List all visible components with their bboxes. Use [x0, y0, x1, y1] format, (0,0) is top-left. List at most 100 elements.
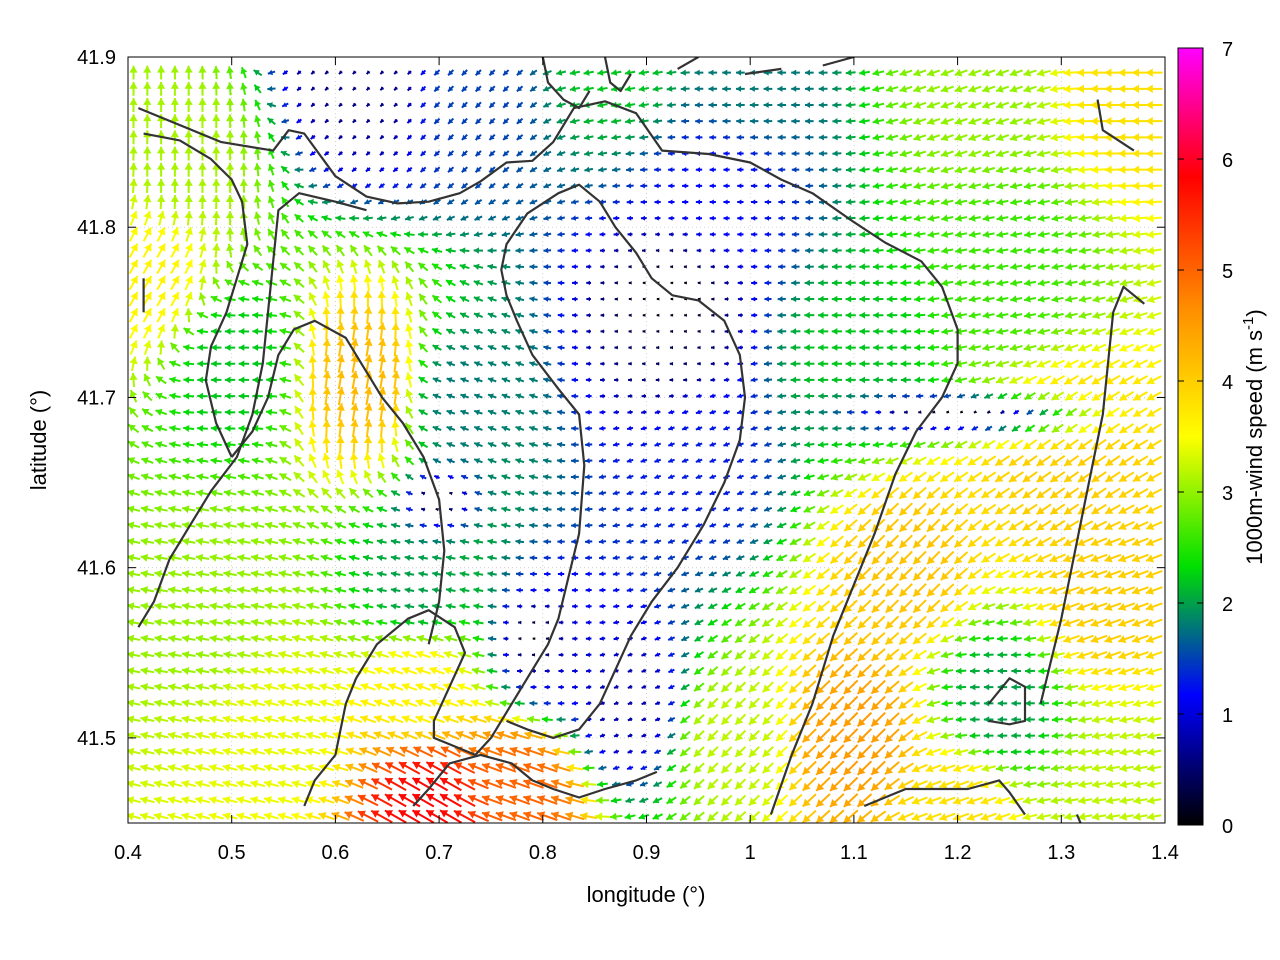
- wind-vector: [140, 763, 155, 773]
- wind-vector: [509, 778, 531, 789]
- wind-vector: [599, 716, 606, 722]
- wind-vector: [277, 812, 293, 821]
- wind-vector: [925, 812, 942, 821]
- wind-vector: [467, 794, 490, 806]
- wind-vector: [652, 813, 664, 820]
- wind-vector: [1064, 699, 1078, 708]
- wind-vector: [856, 679, 873, 695]
- wind-vector: [788, 712, 803, 727]
- y-tick-label: 41.6: [77, 558, 116, 580]
- wind-vector: [941, 715, 954, 724]
- wind-vector: [609, 812, 623, 821]
- wind-vector: [1119, 747, 1134, 757]
- wind-vector: [925, 796, 942, 805]
- wind-vector: [1024, 732, 1036, 739]
- wind-vector: [318, 812, 336, 821]
- wind-vector: [552, 747, 570, 756]
- wind-vector: [1022, 796, 1038, 805]
- wind-vector: [1064, 747, 1079, 756]
- wind-vector: [775, 713, 788, 726]
- wind-vector: [208, 715, 224, 724]
- wind-vector: [627, 684, 633, 689]
- wind-vector: [599, 749, 606, 754]
- wind-vector: [208, 779, 224, 789]
- wind-vector: [543, 700, 551, 707]
- wind-vector: [1091, 780, 1107, 789]
- wind-vector: [128, 666, 141, 675]
- wind-vector: [181, 699, 196, 708]
- colorbar-tick-label: 1: [1222, 705, 1233, 727]
- wind-vector: [263, 796, 280, 805]
- wind-vector: [471, 683, 486, 692]
- wind-vector: [318, 747, 335, 756]
- wind-vector: [441, 730, 460, 741]
- wind-vector: [1050, 812, 1065, 821]
- wind-vector: [263, 747, 279, 756]
- wind-vector: [415, 666, 431, 675]
- wind-vector: [693, 811, 705, 822]
- wind-vector: [344, 795, 364, 806]
- wind-vector: [856, 711, 873, 728]
- wind-vector: [775, 745, 788, 758]
- wind-vector: [370, 809, 393, 823]
- wind-vector: [597, 780, 608, 788]
- wind-vector: [679, 746, 691, 757]
- wind-vector: [222, 715, 238, 724]
- wind-vector: [140, 666, 155, 675]
- wind-vector: [829, 728, 845, 744]
- wind-vector: [128, 699, 141, 708]
- wind-vector: [399, 746, 420, 758]
- wind-vector: [955, 683, 967, 691]
- wind-vector: [425, 777, 449, 792]
- wind-vector: [277, 747, 293, 756]
- wind-vector: [897, 795, 915, 805]
- wind-vector: [898, 713, 914, 726]
- wind-vector: [439, 809, 462, 823]
- wind-vector: [870, 810, 887, 823]
- wind-vector: [305, 731, 321, 740]
- wind-vector: [788, 761, 803, 775]
- wind-vector: [884, 728, 900, 744]
- wind-vector: [1105, 763, 1120, 773]
- wind-vector: [654, 684, 661, 689]
- wind-vector: [1077, 683, 1093, 692]
- wind-vector: [668, 684, 675, 690]
- wind-vector: [897, 762, 914, 774]
- wind-vector: [222, 796, 238, 805]
- wind-vector: [471, 667, 486, 675]
- wind-vector: [952, 764, 970, 773]
- wind-vector: [802, 809, 817, 823]
- wind-vector: [318, 763, 335, 772]
- wind-vector: [939, 748, 955, 757]
- wind-vector: [856, 793, 873, 808]
- wind-vector: [331, 779, 349, 788]
- colorbar-tick-label: 2: [1222, 594, 1233, 616]
- wind-vector: [625, 797, 635, 804]
- wind-vector: [955, 716, 967, 723]
- wind-vector: [401, 682, 418, 691]
- wind-vector: [788, 793, 803, 807]
- wind-vector: [401, 666, 418, 675]
- wind-vector: [277, 731, 293, 740]
- wind-vector: [613, 749, 620, 754]
- wind-vector: [939, 764, 956, 773]
- x-tick-label: 1.4: [1151, 842, 1179, 864]
- wind-vector: [679, 779, 691, 790]
- wind-vector: [291, 666, 307, 675]
- wind-vector: [734, 729, 747, 742]
- wind-vector: [167, 731, 183, 740]
- wind-vector: [426, 746, 448, 758]
- wind-vector: [997, 700, 1008, 707]
- wind-vector: [1146, 812, 1162, 821]
- colorbar-tick-label: 5: [1222, 261, 1233, 283]
- wind-vector: [415, 715, 432, 724]
- wind-vector: [536, 762, 558, 773]
- wind-vector: [829, 760, 845, 776]
- wind-vector: [884, 777, 901, 791]
- wind-vector: [898, 697, 914, 710]
- wind-vector: [291, 796, 307, 805]
- wind-vector: [581, 779, 596, 789]
- wind-vector: [387, 715, 404, 724]
- wind-vector: [627, 733, 633, 738]
- wind-vector: [856, 744, 873, 760]
